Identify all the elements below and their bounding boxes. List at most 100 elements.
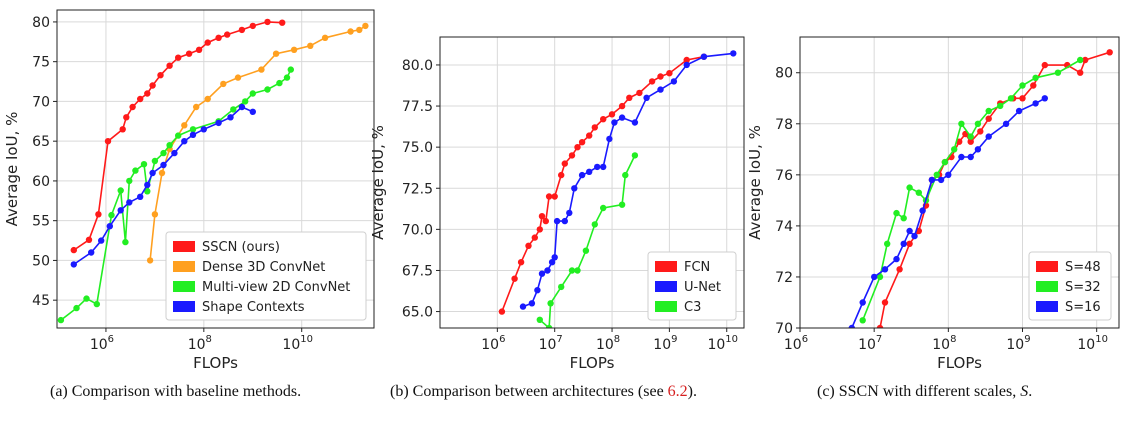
y-tick-label: 74 [775,219,793,235]
x-axis-label: FLOPs [937,354,982,372]
data-point [230,106,237,113]
legend-label: SSCN (ours) [202,240,280,255]
data-point [657,86,664,93]
data-point [967,133,974,140]
data-point [906,184,913,191]
y-tick-label: 70.0 [402,222,433,238]
data-point [594,163,601,171]
data-point [195,46,203,53]
data-point [893,209,900,217]
data-point [606,135,613,143]
legend-swatch [173,241,195,252]
x-tick-label: 1010 [1077,334,1108,353]
data-point [985,115,992,122]
data-point [876,273,884,281]
data-point [166,142,173,149]
data-point [958,153,965,161]
legend-label: S=48 [1065,260,1101,275]
data-point [264,86,271,93]
y-tick-label: 67.5 [402,263,433,279]
data-point [600,163,607,171]
data-point [974,120,982,128]
data-point [551,193,558,200]
x-tick-label: 109 [653,334,677,353]
data-point [106,223,114,230]
y-tick-label: 72 [775,270,793,286]
data-point [591,221,598,228]
data-point [611,119,618,126]
caption-b-ref-link[interactable]: 6.2 [667,383,688,400]
data-point [542,217,549,225]
x-tick-label: 109 [1006,334,1030,353]
x-tick-label: 106 [481,334,505,353]
y-tick-label: 55 [32,214,50,230]
data-point [321,34,329,41]
y-tick-label: 75 [32,55,50,71]
data-point [108,211,115,219]
data-point [618,114,626,121]
data-point [83,295,90,302]
x-tick-exponent: 9 [671,334,677,345]
data-point [574,267,581,274]
legend-swatch [655,281,677,292]
y-tick-label: 50 [32,253,50,269]
data-point [648,78,656,85]
data-point [258,66,265,73]
x-tick-exponent: 10 [725,334,738,345]
y-tick-label: 80 [32,15,50,31]
data-point [558,171,565,179]
data-point [881,299,889,306]
data-point [631,152,639,159]
data-point [591,124,598,131]
data-point [220,80,227,88]
data-point [545,193,553,200]
data-point [551,254,558,261]
data-point [538,213,546,220]
y-tick-label: 45 [32,293,50,309]
y-tick-label: 65.0 [402,305,433,321]
data-point [238,103,246,111]
data-point [166,62,173,69]
data-point [561,217,568,225]
legend-label: Multi-view 2D ConvNet [202,280,350,295]
y-tick-label: 77.5 [402,99,433,115]
data-point [93,300,101,308]
data-point [553,217,561,225]
data-point [568,267,576,274]
y-axis-label: Average IoU, % [369,125,387,240]
data-point [544,267,551,274]
data-point [283,74,291,81]
x-tick-exponent: 6 [499,334,505,345]
data-point [1106,49,1113,56]
data-point [941,158,949,166]
x-axis-label: FLOPs [570,354,615,372]
data-point [160,161,167,169]
data-point [1007,95,1015,102]
data-point [123,114,130,121]
x-tick-exponent: 8 [614,334,620,345]
data-point [276,79,283,87]
data-point [511,275,518,282]
x-tick-label: 108 [932,334,956,353]
data-point [618,201,626,208]
caption-b-text: (b) Comparison between architectures (se… [390,383,668,400]
data-point [906,240,913,247]
legend-swatch [173,301,195,312]
y-tick-label: 75.0 [402,140,433,156]
legend-swatch [1036,261,1058,272]
data-point [1032,100,1039,107]
data-point [347,28,354,35]
legend: SSCN (ours) Dense 3D ConvNet Multi-view 2D… [165,231,367,321]
y-tick-label: 80.0 [402,58,433,74]
data-point [185,50,193,57]
data-point [175,54,182,61]
data-point [900,240,907,247]
data-point [937,176,945,184]
data-point [238,26,246,34]
data-point [900,215,907,222]
data-point [249,90,256,97]
data-point [122,238,129,246]
y-tick-label: 78 [775,117,793,133]
data-point [881,266,889,273]
